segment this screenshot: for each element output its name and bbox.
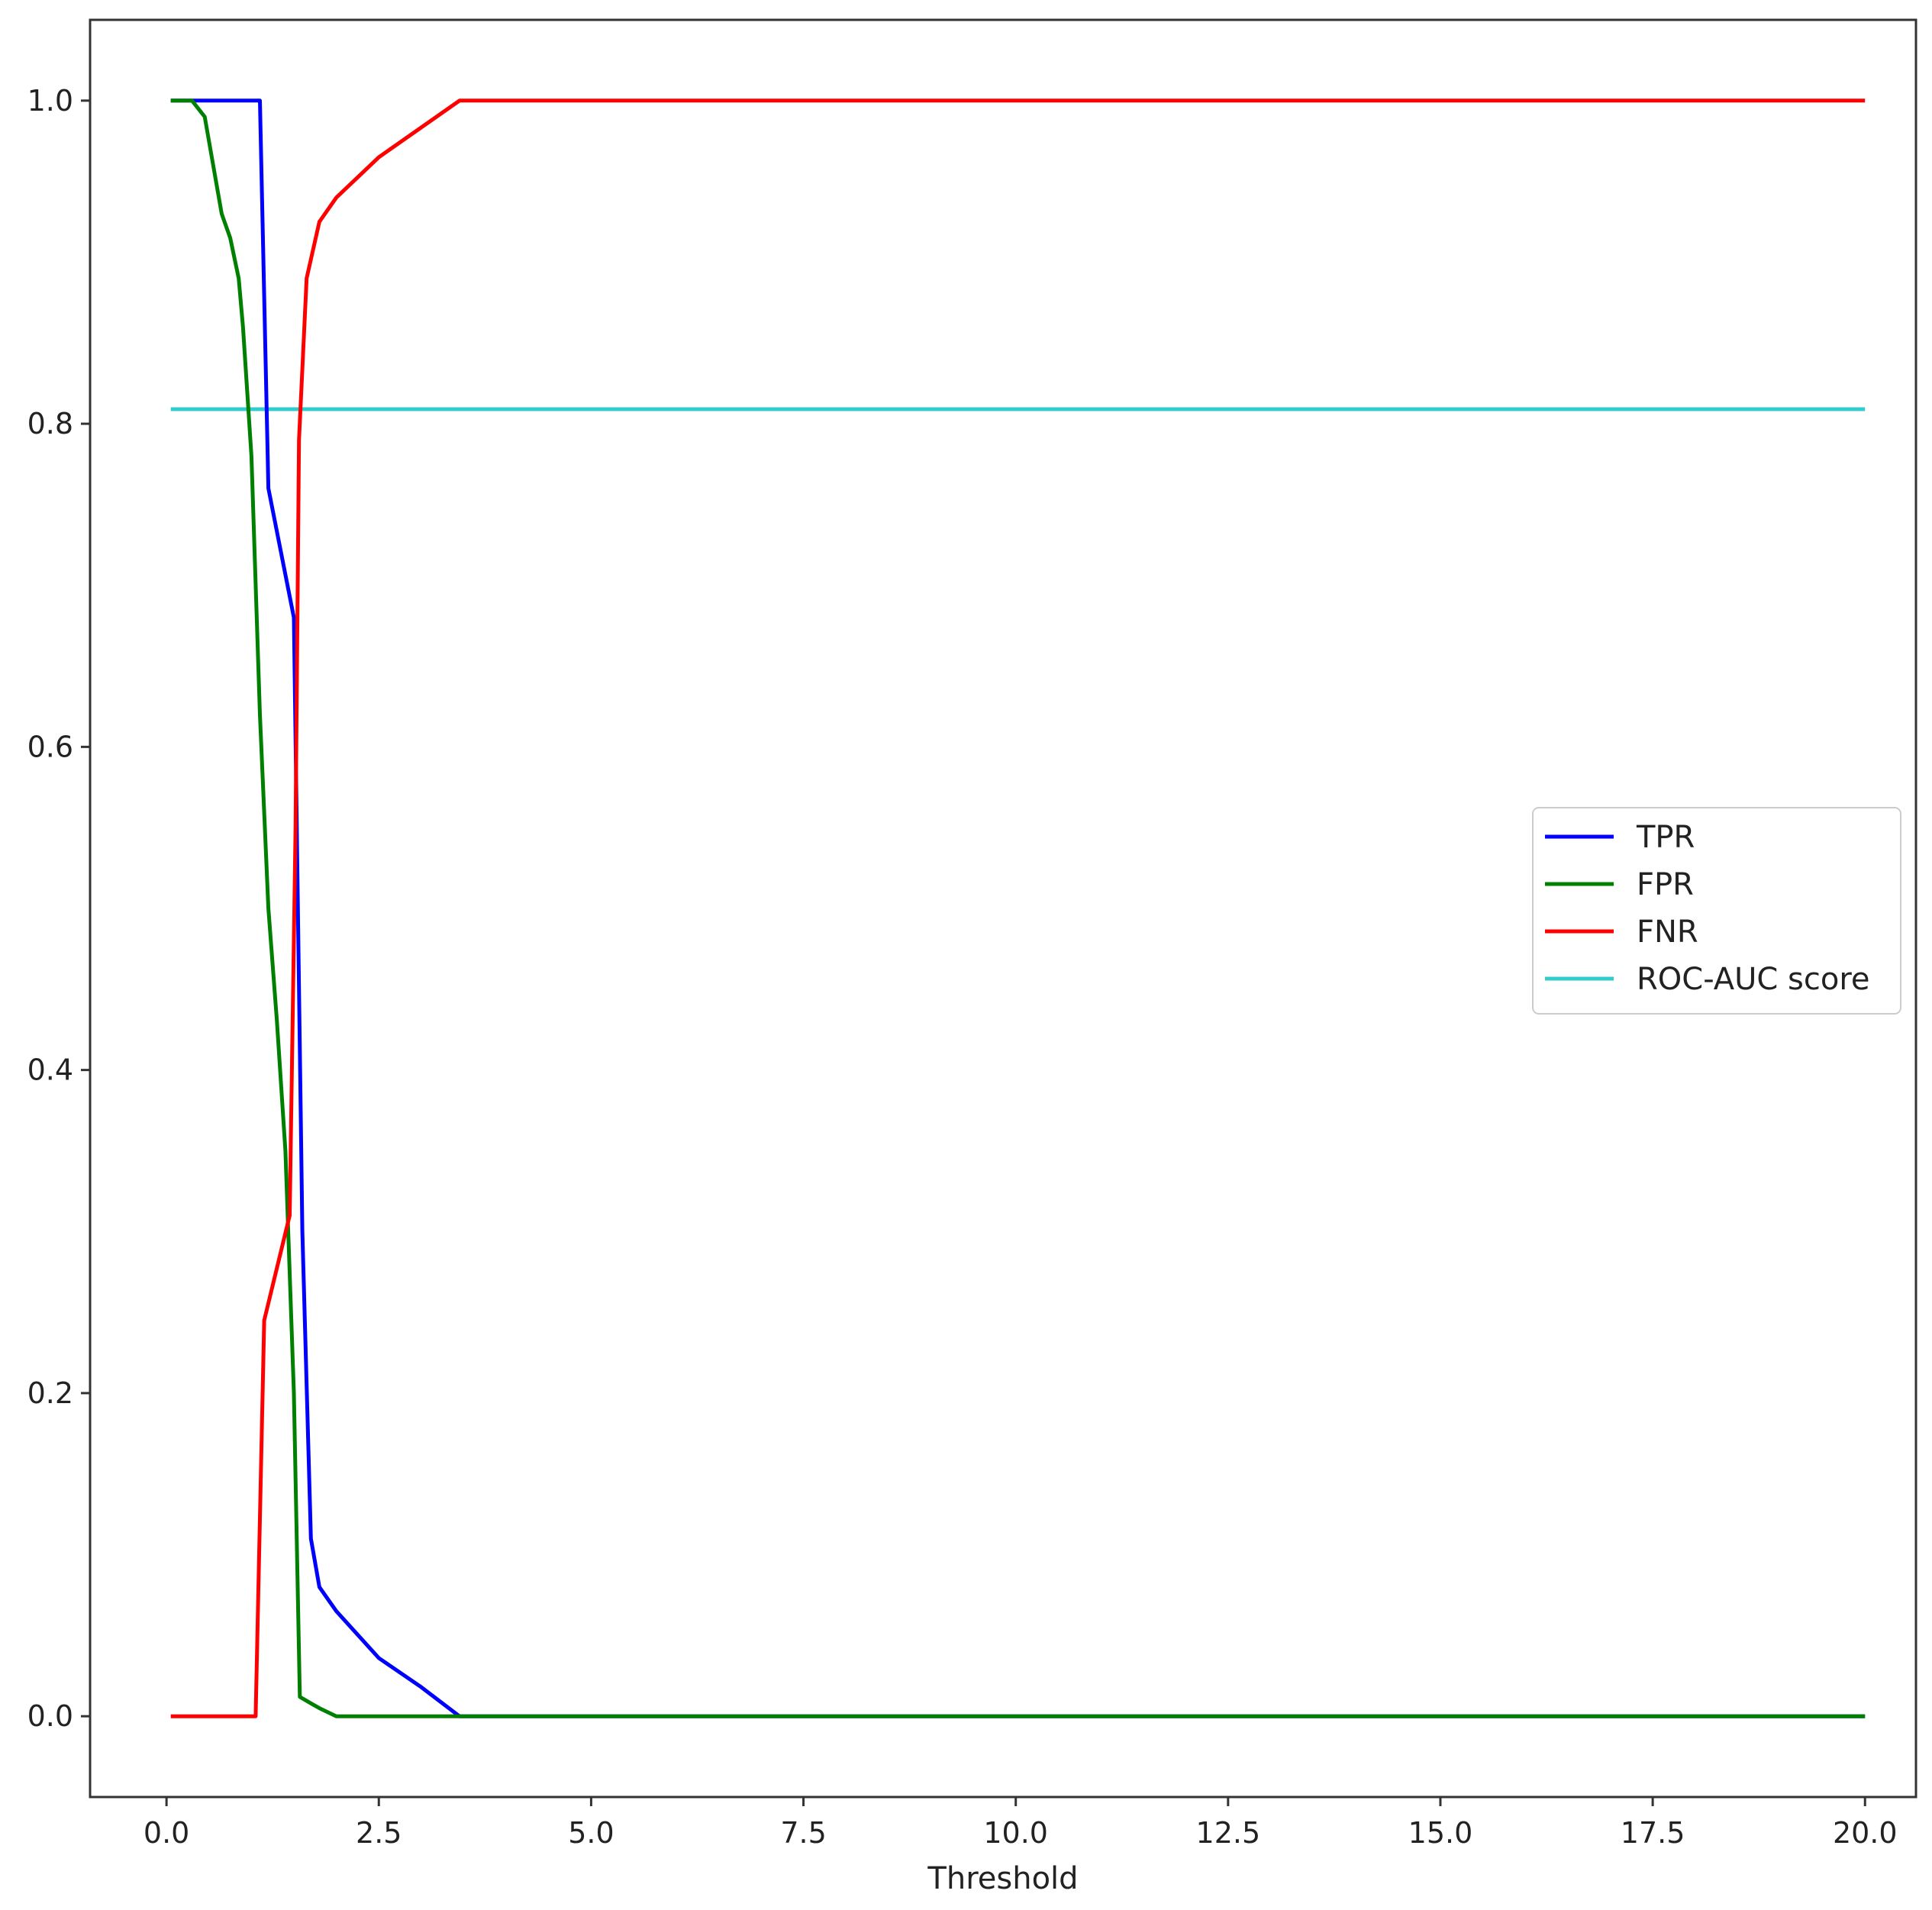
x-tick-label: 5.0 bbox=[568, 1816, 614, 1850]
y-tick-label: 0.6 bbox=[27, 730, 73, 763]
y-axis: 0.0 0.2 0.4 0.6 0.8 1.0 bbox=[27, 84, 90, 1733]
y-tick-label: 0.0 bbox=[27, 1699, 73, 1733]
x-axis: 0.0 2.5 5.0 7.5 10.0 12.5 15.0 17.5 20.0 bbox=[144, 1797, 1898, 1850]
legend-label-fpr: FPR bbox=[1637, 867, 1694, 902]
legend-label-roc-auc-score: ROC-AUC score bbox=[1637, 962, 1870, 997]
x-tick-label: 0.0 bbox=[144, 1816, 189, 1850]
series-line-fnr bbox=[170, 98, 1866, 1718]
y-tick-label: 0.2 bbox=[27, 1376, 73, 1410]
x-axis-label: Threshold bbox=[927, 1861, 1078, 1896]
x-tick-label: 10.0 bbox=[983, 1816, 1048, 1850]
series-line-tpr bbox=[170, 98, 1866, 1718]
legend-box bbox=[1532, 807, 1901, 1015]
x-tick-label: 12.5 bbox=[1196, 1816, 1261, 1850]
x-tick-label: 20.0 bbox=[1833, 1816, 1898, 1850]
x-tick-label: 17.5 bbox=[1621, 1816, 1685, 1850]
legend-label-tpr: TPR bbox=[1636, 820, 1695, 855]
x-tick-label: 15.0 bbox=[1408, 1816, 1473, 1850]
plot-frame bbox=[89, 18, 1917, 1799]
y-tick-label: 1.0 bbox=[27, 84, 73, 118]
legend-label-fnr: FNR bbox=[1637, 915, 1698, 950]
x-tick-label: 2.5 bbox=[356, 1816, 402, 1850]
series-line-fpr bbox=[170, 98, 1866, 1718]
series-layer bbox=[170, 98, 1866, 1718]
y-tick-label: 0.4 bbox=[27, 1053, 73, 1087]
y-tick-label: 0.8 bbox=[27, 407, 73, 440]
x-tick-label: 7.5 bbox=[780, 1816, 826, 1850]
legend: TPR FPR FNR ROC-AUC score bbox=[1532, 807, 1901, 1015]
